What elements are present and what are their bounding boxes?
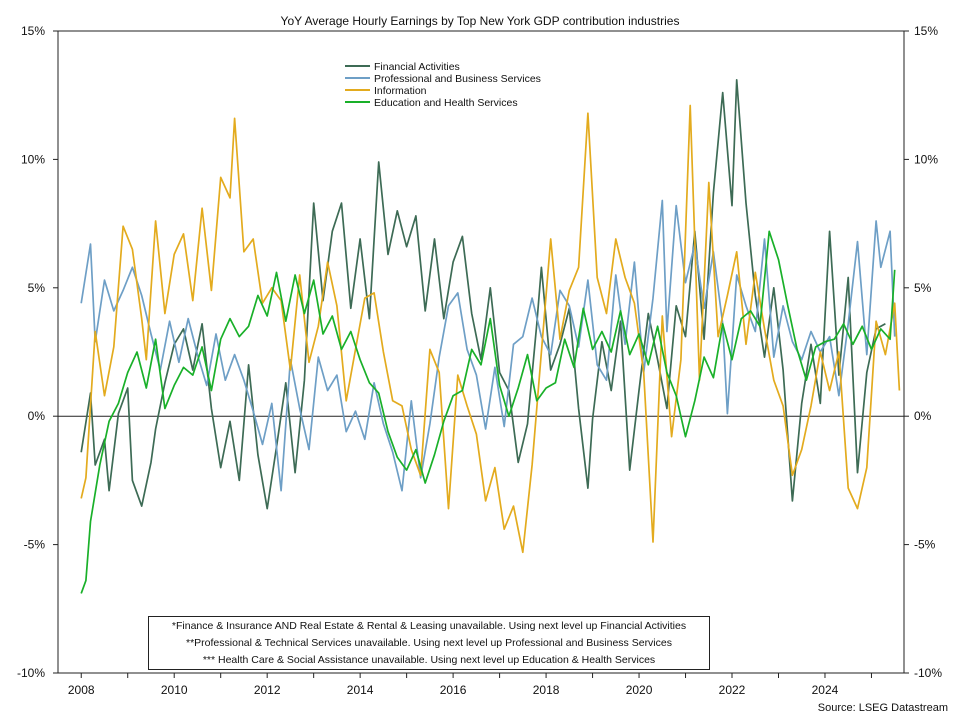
series-layer bbox=[80, 78, 901, 594]
source-label: Source: LSEG Datastream bbox=[817, 702, 948, 714]
footnote-3: *** Health Care & Social Assistance unav… bbox=[202, 654, 656, 666]
x-tick-label: 2008 bbox=[68, 683, 95, 697]
y-tick-label-left: -10% bbox=[17, 666, 45, 680]
y-tick-label-right: 5% bbox=[914, 281, 932, 295]
y-tick-label-right: 10% bbox=[914, 152, 938, 166]
series-line-2 bbox=[80, 199, 896, 492]
chart-title: YoY Average Hourly Earnings by Top New Y… bbox=[281, 14, 680, 28]
legend-label-1: Financial Activities bbox=[374, 61, 460, 73]
x-tick-label: 2014 bbox=[347, 683, 374, 697]
y-tick-label-right: -10% bbox=[914, 666, 942, 680]
series-line-4 bbox=[80, 230, 896, 594]
y-tick-label-left: 0% bbox=[28, 409, 46, 423]
legend-label-3: Information bbox=[374, 85, 427, 97]
x-tick-label: 2018 bbox=[533, 683, 560, 697]
legend-label-2: Professional and Business Services bbox=[374, 73, 541, 85]
footnote-2: **Professional & Technical Services unav… bbox=[186, 637, 672, 649]
x-tick-label: 2020 bbox=[626, 683, 653, 697]
legend-label-4: Education and Health Services bbox=[374, 97, 518, 109]
footnote-box: *Finance & Insurance AND Real Estate & R… bbox=[148, 616, 710, 670]
y-tick-label-left: 15% bbox=[21, 24, 45, 38]
y-tick-label-right: 0% bbox=[914, 409, 932, 423]
y-tick-label-left: -5% bbox=[24, 538, 46, 552]
axes: -10% -10% -5% -5% 0% 0% 5% 5% 10% 10% 15% 15% 2008 20… bbox=[17, 24, 942, 697]
y-tick-label-right: -5% bbox=[914, 538, 936, 552]
x-tick-label: 2022 bbox=[719, 683, 746, 697]
x-tick-label: 2010 bbox=[161, 683, 188, 697]
series-line-3 bbox=[80, 104, 901, 554]
series-line-1 bbox=[80, 78, 886, 510]
footnote-1: *Finance & Insurance AND Real Estate & R… bbox=[171, 620, 687, 632]
plot-frame bbox=[57, 30, 905, 674]
x-tick-label: 2016 bbox=[440, 683, 467, 697]
x-tick-label: 2024 bbox=[812, 683, 839, 697]
x-tick-label: 2012 bbox=[254, 683, 281, 697]
y-tick-label-left: 5% bbox=[28, 281, 46, 295]
y-tick-label-right: 15% bbox=[914, 24, 938, 38]
y-tick-label-left: 10% bbox=[21, 152, 45, 166]
